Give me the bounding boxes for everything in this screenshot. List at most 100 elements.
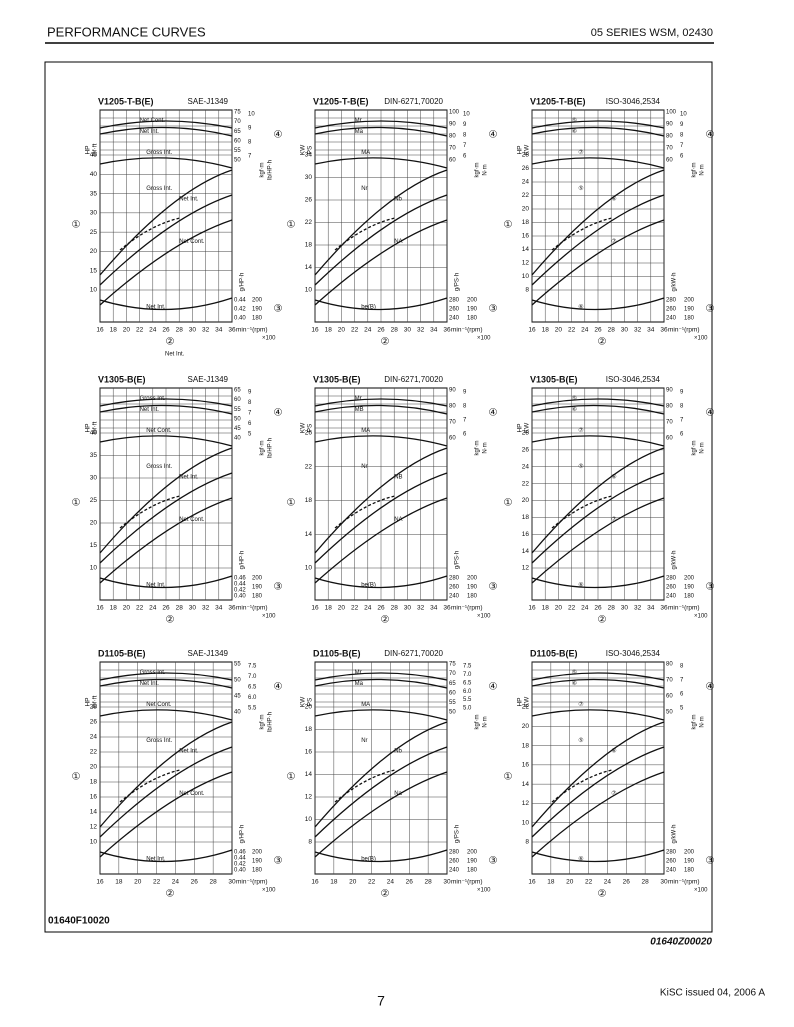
right-tick-label: 70 xyxy=(234,119,241,125)
curve-label: Net Cont. xyxy=(179,239,205,245)
x-tick-label: 22 xyxy=(368,879,376,886)
curve-label: Nb xyxy=(394,749,402,755)
right-tick-label: 6.0 xyxy=(248,695,257,701)
x-tick-label: 30 xyxy=(404,327,412,334)
x-tick-label: 16 xyxy=(311,327,319,334)
left-tick-label: 10 xyxy=(522,819,530,826)
left-tick-label: 16 xyxy=(305,749,313,756)
right-tick-label: 190 xyxy=(684,585,695,591)
power-curve xyxy=(99,169,233,276)
right-tick-label: 7 xyxy=(680,678,684,684)
curve-label: Net Cont. xyxy=(146,428,172,434)
torque-curve xyxy=(99,157,233,169)
unit-label: lb/HP·h xyxy=(268,438,274,458)
right-tick-label: 240 xyxy=(666,594,677,600)
x-tick-label: 28 xyxy=(608,605,616,612)
marker: ④ xyxy=(274,408,283,419)
power-curve xyxy=(99,771,233,858)
x-mult: ×100 xyxy=(262,888,276,894)
left-tick-label: 12 xyxy=(522,565,530,572)
left-tick-label: 30 xyxy=(90,210,98,217)
x-tick-label: 30 xyxy=(228,879,236,886)
marker: ② xyxy=(381,337,390,348)
x-tick-label: 20 xyxy=(123,327,131,334)
right-tick-label: 280 xyxy=(666,850,677,856)
torque-curve xyxy=(314,404,448,415)
x-tick-label: 24 xyxy=(149,605,157,612)
unit-label: lbf·ft xyxy=(92,695,99,708)
right-tick-label: 190 xyxy=(684,859,695,865)
partial-curve xyxy=(119,217,181,251)
right-tick-label: 0.40 xyxy=(234,316,246,322)
right-tick-label: 60 xyxy=(234,138,241,144)
right-tick-label: 55 xyxy=(234,662,241,668)
right-tick-label: 6 xyxy=(463,432,467,438)
curve-label: ⑦ xyxy=(578,427,583,434)
performance-chart: V1205-T-B(E) SAE-J1349 16 18 20 22 24 26 28 30 32 3… xyxy=(72,96,283,357)
torque-curve xyxy=(314,709,448,721)
x-tick-label: 18 xyxy=(542,327,550,334)
right-tick-label: 65 xyxy=(234,129,241,135)
curve-label: ⑤ xyxy=(578,463,583,470)
x-mult: ×100 xyxy=(477,614,491,620)
left-tick-label: 18 xyxy=(522,219,530,226)
performance-chart: V1205-T-B(E) ISO-3046,2534 16 18 20 22 24 26 28 3… xyxy=(504,96,715,347)
marker: ② xyxy=(381,615,390,626)
left-tick-label: 8 xyxy=(525,839,529,846)
right-tick-label: 60 xyxy=(449,158,456,164)
right-tick-label: 5.5 xyxy=(248,706,257,712)
right-tick-label: 280 xyxy=(449,298,460,304)
unit-label: KW xyxy=(300,696,307,707)
power-curve xyxy=(531,472,665,564)
issue: KiSC issued 04, 2006 A xyxy=(660,988,765,999)
right-tick-label: 5.5 xyxy=(463,697,472,703)
curve-label: MA xyxy=(361,428,370,434)
marker: ① xyxy=(72,498,81,509)
x-tick-label: 20 xyxy=(566,879,574,886)
power-curve xyxy=(99,746,233,838)
unit-label: N·m xyxy=(483,442,489,453)
right-tick-label: 70 xyxy=(666,678,673,684)
unit-label: PS xyxy=(307,145,314,154)
chart-standard: SAE-J1349 xyxy=(188,375,229,384)
unit-label: HP xyxy=(85,423,92,432)
chart-standard: DIN-6271,70020 xyxy=(384,649,443,658)
x-tick-label: 24 xyxy=(149,327,157,334)
x-tick-label: 18 xyxy=(325,605,333,612)
x-unit: min⁻¹(rpm) xyxy=(451,605,483,612)
torque-curve xyxy=(314,672,448,681)
x-tick-label: 30 xyxy=(621,327,629,334)
right-tick-label: 70 xyxy=(666,146,673,152)
power-curve xyxy=(314,169,448,276)
header-right: 05 SERIES WSM, 02430 xyxy=(591,27,713,39)
x-tick-label: 32 xyxy=(417,327,425,334)
left-tick-label: 28 xyxy=(90,704,98,711)
power-curve xyxy=(531,194,665,286)
right-tick-label: 200 xyxy=(684,576,695,582)
curve-label: ⑦ xyxy=(578,149,583,156)
x-tick-label: 16 xyxy=(311,879,319,886)
right-tick-label: 0.44 xyxy=(234,856,246,862)
unit-label: kgf·m xyxy=(475,440,481,455)
x-tick-label: 18 xyxy=(542,605,550,612)
power-curve xyxy=(314,472,448,564)
right-tick-label: 9 xyxy=(680,122,684,128)
power-curve xyxy=(314,721,448,828)
x-mult: ×100 xyxy=(262,336,276,342)
curve-label: Net Cont. xyxy=(140,118,166,124)
fuel-curve xyxy=(99,575,233,589)
performance-chart: D1105-B(E) ISO-3046,2534 16 18 20 22 24 26 28 30 2… xyxy=(504,648,715,899)
left-tick-label: 10 xyxy=(305,287,313,294)
unit-label: N·m xyxy=(700,164,706,175)
x-tick-label: 16 xyxy=(528,879,536,886)
right-tick-label: 8 xyxy=(680,404,684,410)
curve-label: ⑤ xyxy=(578,737,583,744)
chart-title: V1305-B(E) xyxy=(98,374,146,384)
unit-label: g/PS·h xyxy=(455,551,461,569)
right-tick-label: 8 xyxy=(248,140,252,146)
x-tick-label: 26 xyxy=(191,879,199,886)
marker: ① xyxy=(72,220,81,231)
torque-curve xyxy=(314,678,448,689)
x-tick-label: 24 xyxy=(581,327,589,334)
left-tick-label: 22 xyxy=(305,219,313,226)
